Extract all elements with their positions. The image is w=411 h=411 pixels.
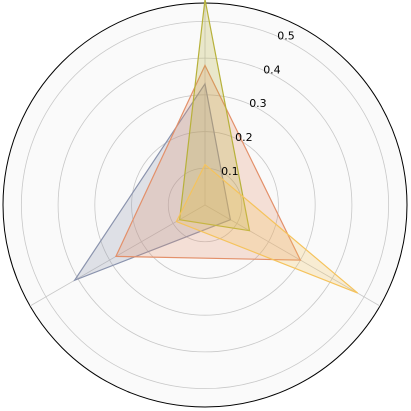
grid	[20, 3, 390, 390]
r-tick-label: 0.4	[263, 63, 281, 76]
series-4-polygon	[175, 163, 359, 294]
grid-spoke-3	[204, 204, 381, 307]
tick-labels: 0.1 0.2 0.3 0.4 0.5	[221, 29, 295, 178]
series-layer	[73, 0, 359, 294]
series-1-polygon	[73, 82, 232, 282]
r-tick-label: 0.5	[277, 29, 295, 42]
r-tick-label: 0.1	[221, 165, 239, 178]
r-tick-label: 0.3	[249, 97, 267, 110]
series-3-polygon	[178, 0, 251, 232]
r-tick-label: 0.2	[235, 131, 253, 144]
series-2-polygon	[114, 64, 302, 261]
